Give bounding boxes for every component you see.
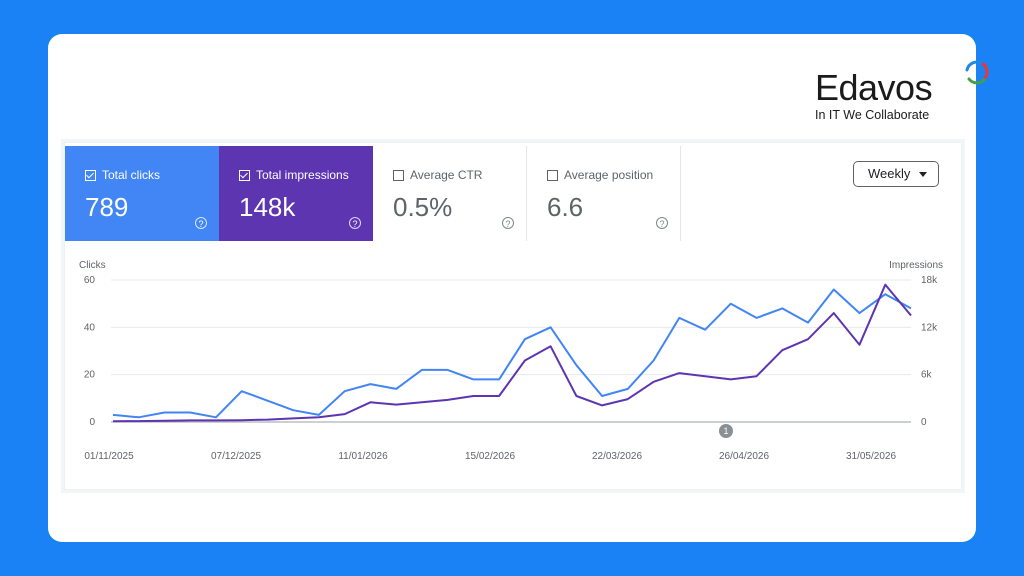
checkbox-checked-icon[interactable]: [239, 169, 250, 181]
y-left-tick-label: 0: [89, 417, 95, 428]
help-icon[interactable]: ?: [349, 217, 361, 229]
x-tick-label: 22/03/2026: [592, 451, 642, 462]
brand-logo: Edavos In IT We Collaborate: [815, 60, 989, 128]
help-icon[interactable]: ?: [502, 217, 514, 229]
checkbox-checked-icon[interactable]: [85, 169, 96, 181]
metric-total-impressions[interactable]: Total impressions 148k ?: [219, 146, 373, 241]
metric-label: Average CTR: [410, 168, 483, 182]
metric-value: 0.5%: [393, 192, 453, 222]
brand-tagline: In IT We Collaborate: [815, 108, 930, 122]
period-dropdown-value: Weekly: [868, 166, 911, 181]
y-right-tick-label: 12k: [921, 322, 938, 333]
y-right-tick-label: 6k: [921, 370, 933, 381]
help-icon[interactable]: ?: [195, 217, 207, 229]
y-right-axis-title: Impressions: [889, 260, 943, 271]
metric-value: 6.6: [547, 192, 584, 222]
brand-name: Edavos: [815, 67, 933, 108]
annotation-marker-icon: [719, 424, 733, 438]
metric-label: Total impressions: [256, 168, 349, 182]
metric-label: Total clicks: [102, 168, 161, 182]
y-left-tick-label: 60: [84, 275, 96, 286]
brand-swirl-icon: [965, 60, 989, 85]
y-left-tick-label: 40: [84, 322, 96, 333]
metric-average-position[interactable]: Average position 6.6 ?: [527, 146, 681, 241]
performance-chart: 60 18k 40 12k 20 6k 0 0 01/11/2025 07/12/2025 11/0…: [84, 275, 938, 462]
metric-value: 789: [85, 192, 129, 222]
x-tick-label: 26/04/2026: [719, 451, 769, 462]
checkbox-unchecked-icon[interactable]: [393, 169, 404, 181]
metric-total-clicks[interactable]: Total clicks 789 ?: [65, 146, 219, 241]
y-left-tick-label: 20: [84, 370, 96, 381]
help-icon[interactable]: ?: [656, 217, 668, 229]
x-tick-label: 01/11/2025: [84, 451, 134, 462]
x-tick-label: 31/05/2026: [846, 451, 896, 462]
period-dropdown[interactable]: Weekly: [853, 161, 939, 187]
series-line-clicks: [112, 288, 912, 419]
content-card: Edavos In IT We Collaborate Total clicks…: [48, 34, 989, 542]
caret-down-icon: [919, 172, 927, 177]
y-right-tick-label: 0: [921, 417, 927, 428]
checkbox-unchecked-icon[interactable]: [547, 169, 558, 181]
performance-panel: Total clicks 789 ? Total impressions 148…: [64, 142, 962, 490]
x-tick-label: 11/01/2026: [338, 451, 388, 462]
series-line-impressions: [112, 283, 912, 423]
y-left-axis-title: Clicks: [79, 260, 106, 271]
y-right-tick-label: 18k: [921, 275, 938, 286]
metric-average-ctr[interactable]: Average CTR 0.5% ?: [373, 146, 527, 241]
x-tick-label: 15/02/2026: [465, 451, 515, 462]
x-tick-label: 07/12/2025: [211, 451, 261, 462]
annotation-marker-label: 1: [723, 426, 728, 436]
metric-value: 148k: [239, 192, 296, 222]
metric-label: Average position: [564, 168, 654, 182]
